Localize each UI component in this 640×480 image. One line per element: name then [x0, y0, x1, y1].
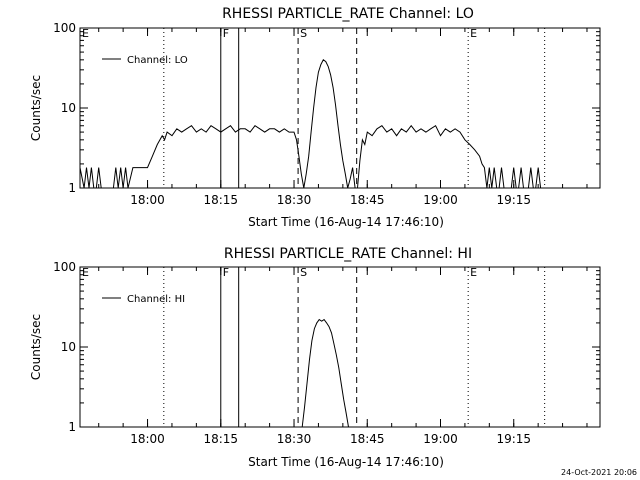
legend-label: Channel: LO	[127, 55, 188, 66]
series-line	[301, 318, 349, 428]
x-tick-label: 19:15	[496, 432, 531, 446]
x-tick-label: 18:30	[277, 432, 312, 446]
time-marker-label: F	[223, 266, 229, 279]
x-tick-label: 18:00	[130, 432, 165, 446]
y-axis-title: Counts/sec	[29, 75, 43, 141]
time-marker-label: E	[470, 27, 477, 40]
time-marker-label: E	[470, 266, 477, 279]
x-tick-label: 18:15	[203, 193, 238, 207]
x-tick-label: 18:15	[203, 432, 238, 446]
series-layer	[301, 318, 349, 428]
x-ticks: 18:00 18:15 18:30 18:45 19:00 19:15	[98, 28, 588, 207]
legend-label: Channel: HI	[127, 294, 185, 305]
timestamp: 24-Oct-2021 20:06	[561, 468, 637, 477]
legend: Channel: LO	[102, 55, 188, 66]
time-marker-label: E	[82, 266, 89, 279]
x-tick-label: 18:45	[350, 193, 385, 207]
x-tick-label: 19:00	[423, 193, 458, 207]
x-tick-label: 19:15	[496, 193, 531, 207]
plot-frame	[79, 266, 601, 428]
legend: Channel: HI	[102, 294, 185, 305]
x-tick-label: 18:00	[130, 193, 165, 207]
y-tick-label: 1	[68, 420, 76, 434]
x-axis-title: Start Time (16-Aug-14 17:46:10)	[248, 455, 444, 469]
time-marker-label: E	[82, 27, 89, 40]
y-tick-label: 100	[53, 21, 76, 35]
panel-lo: RHESSI PARTICLE_RATE Channel: LO Counts/…	[29, 6, 601, 229]
panel-title: RHESSI PARTICLE_RATE Channel: HI	[224, 246, 472, 262]
x-tick-label: 19:00	[423, 432, 458, 446]
y-axis-title: Counts/sec	[29, 314, 43, 380]
x-ticks: 18:00 18:15 18:30 18:45 19:00 19:15	[98, 267, 588, 446]
time-marker-label: S	[300, 266, 307, 279]
series-layer	[79, 59, 543, 189]
panel-title: RHESSI PARTICLE_RATE Channel: LO	[222, 6, 474, 22]
time-marker-label: S	[300, 27, 307, 40]
panel-hi: RHESSI PARTICLE_RATE Channel: HI Counts/…	[29, 246, 601, 469]
x-tick-label: 18:45	[350, 432, 385, 446]
time-marker-label: F	[223, 27, 229, 40]
series-line	[79, 59, 543, 189]
y-tick-label: 10	[61, 101, 76, 115]
x-tick-label: 18:30	[277, 193, 312, 207]
plot-frame	[79, 27, 601, 189]
y-tick-label: 10	[61, 340, 76, 354]
y-tick-label: 1	[68, 181, 76, 195]
x-axis-title: Start Time (16-Aug-14 17:46:10)	[248, 215, 444, 229]
y-tick-label: 100	[53, 260, 76, 274]
